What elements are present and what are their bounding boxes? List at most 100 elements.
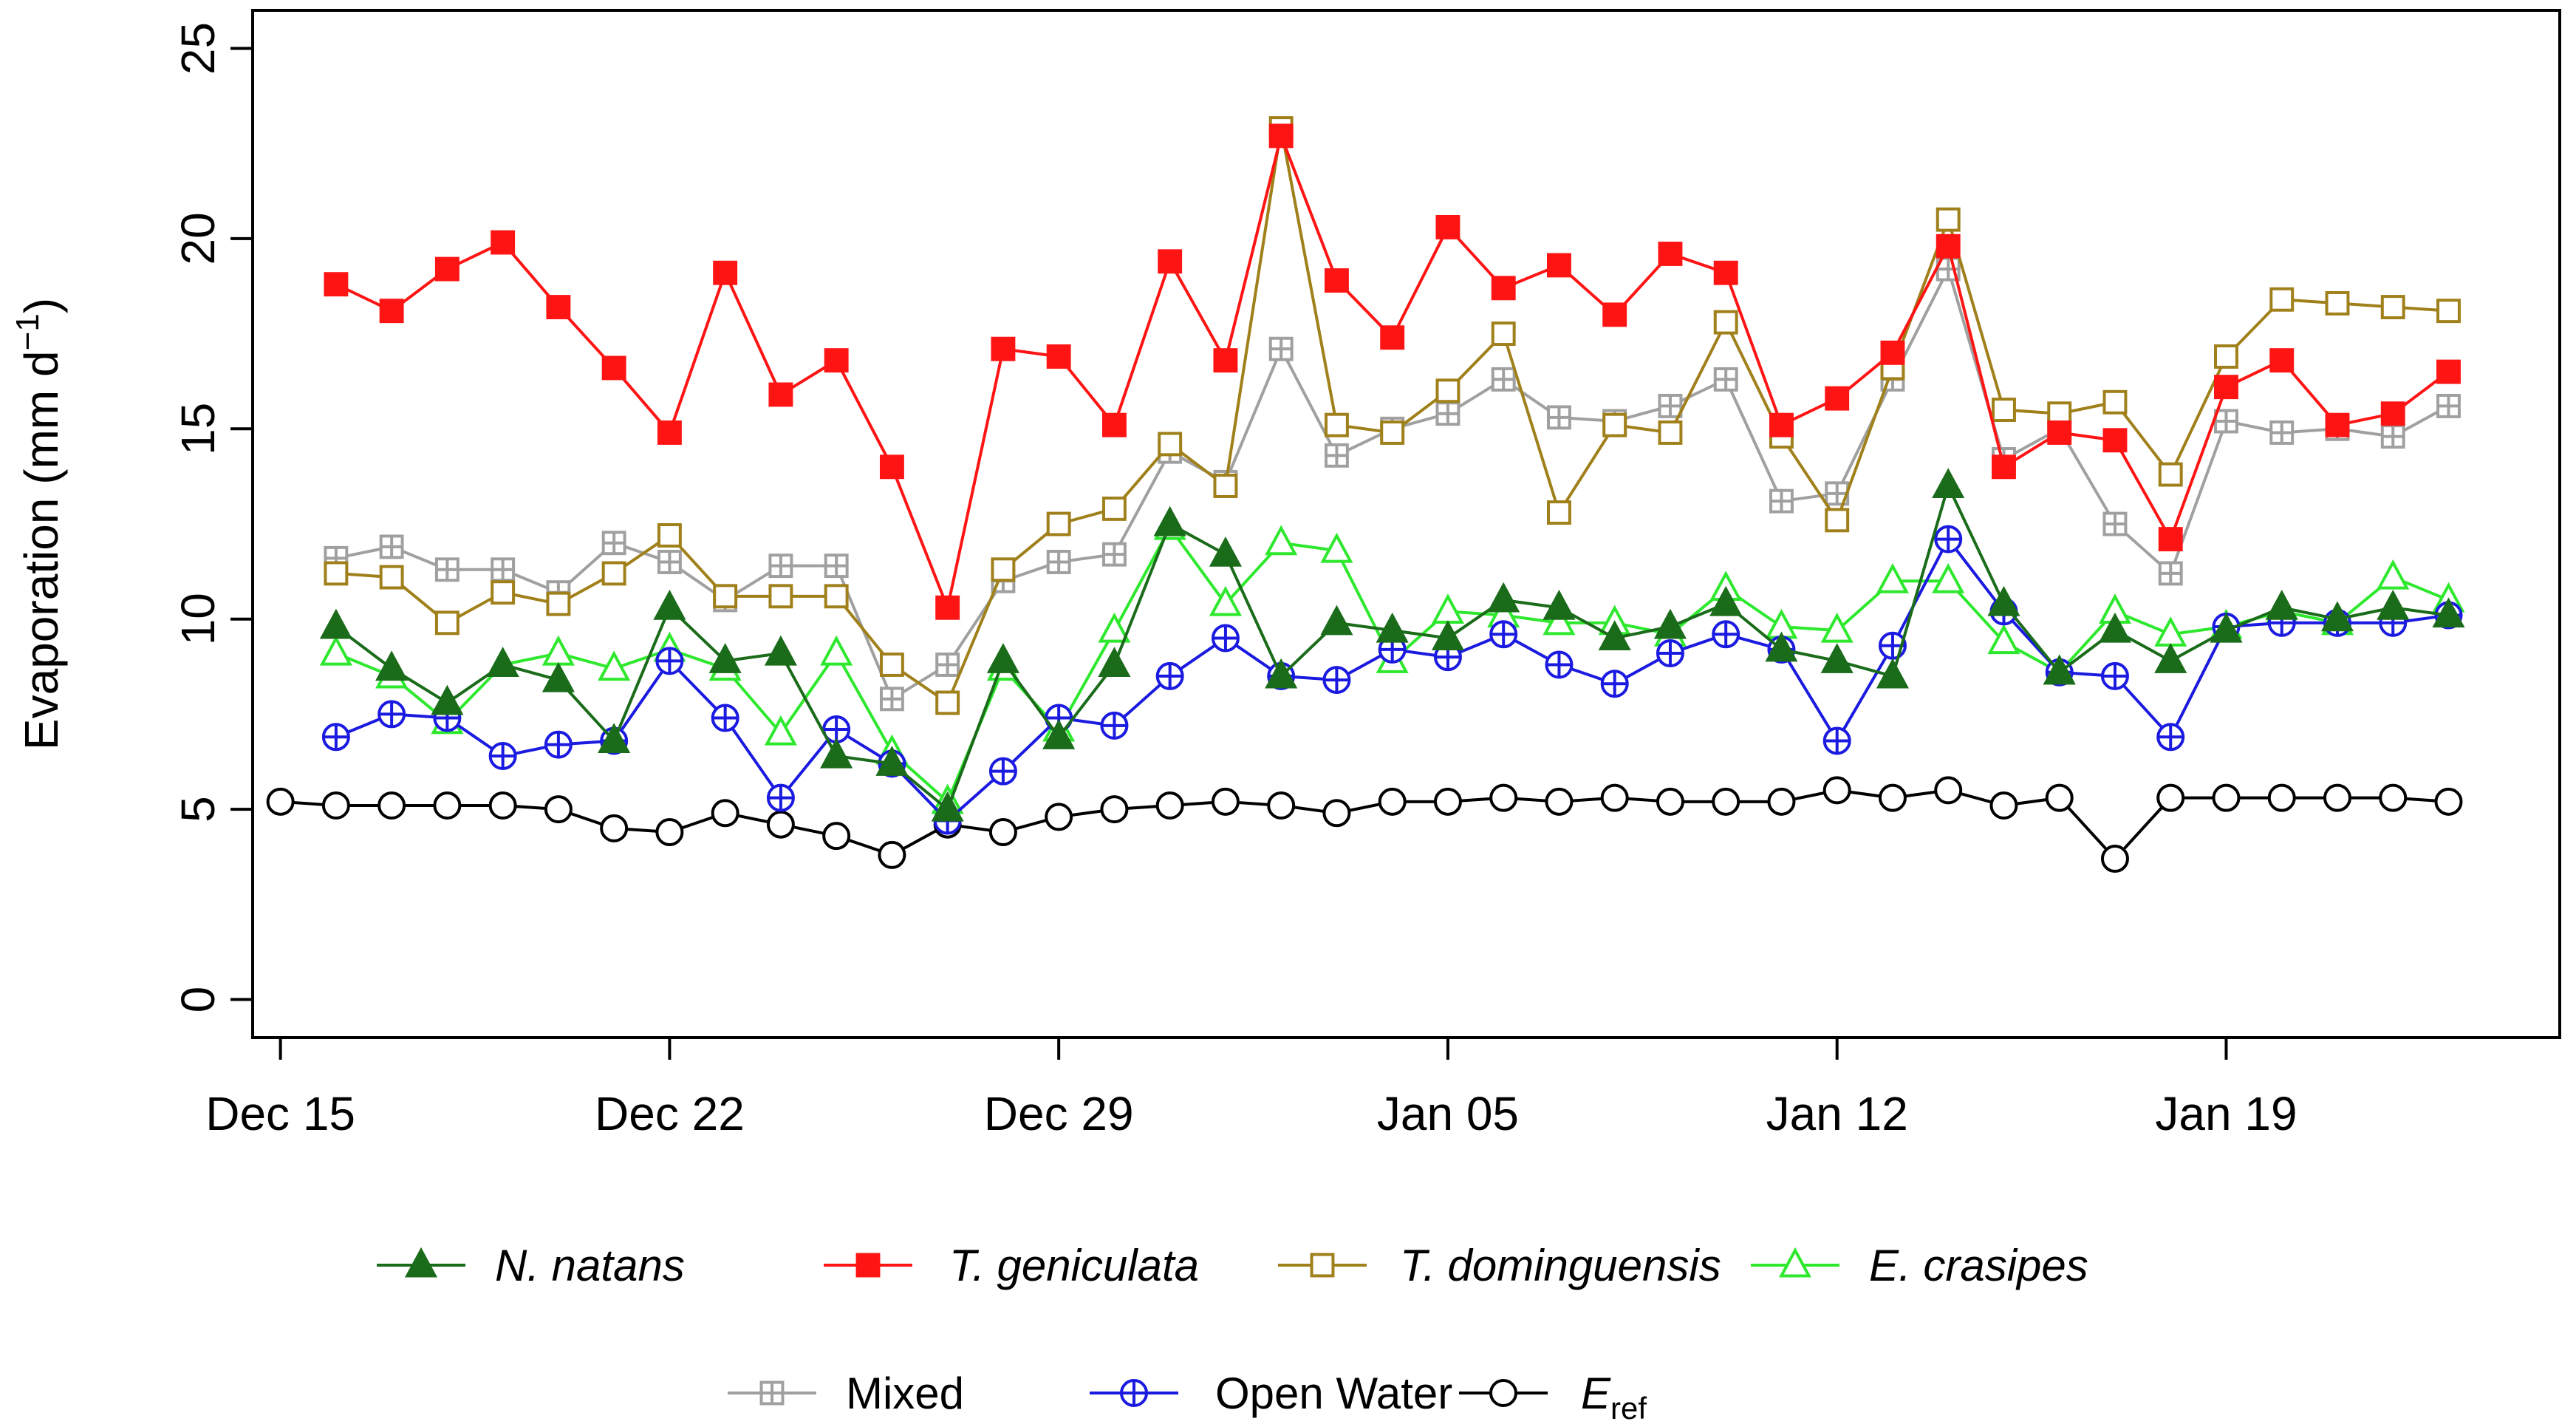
- marker-triangle-filled: [1376, 612, 1409, 643]
- legend-label: E. crasipes: [1869, 1241, 2088, 1290]
- marker-triangle-open: [1320, 532, 1353, 563]
- marker-circle-open: [321, 791, 350, 820]
- marker-triangle-filled: [1598, 620, 1631, 650]
- marker-circle-open: [1878, 783, 1907, 812]
- series-open-water: [321, 525, 2463, 835]
- marker-cross: [490, 743, 516, 769]
- marker-cross: [2215, 410, 2237, 432]
- marker-cross: [379, 701, 405, 727]
- marker-circle-open: [1545, 787, 1574, 816]
- legend-label-text: E: [1581, 1369, 1611, 1418]
- marker-cross: [380, 536, 403, 558]
- marker-square-open: [1046, 511, 1071, 537]
- marker-triangle-filled: [1487, 582, 1520, 613]
- marker-triangle-filled: [820, 738, 853, 769]
- marker-cross: [1324, 667, 1350, 693]
- marker-triangle-filled: [1709, 585, 1743, 616]
- marker-triangle-filled: [319, 608, 352, 639]
- y-tick-label: 15: [171, 403, 225, 455]
- marker-cross: [761, 1382, 783, 1404]
- marker-triangle-filled: [2377, 590, 2410, 620]
- marker-circle-open: [1100, 795, 1129, 824]
- legend-label: Mixed: [846, 1369, 964, 1418]
- marker-square-filled: [935, 595, 960, 620]
- marker-circle-open: [1378, 787, 1407, 816]
- marker-triangle-filled: [931, 791, 964, 822]
- x-tick-label: Jan 19: [2155, 1087, 2297, 1140]
- marker-cross: [1325, 444, 1347, 466]
- marker-square-open: [713, 584, 738, 609]
- marker-square-open: [1435, 378, 1460, 403]
- marker-cross: [1121, 1380, 1147, 1406]
- marker-triangle-open: [1542, 604, 1576, 636]
- x-tick-label: Dec 22: [595, 1087, 745, 1140]
- legend-item: Eref: [1459, 1369, 1647, 1426]
- marker-triangle-open: [541, 635, 575, 666]
- marker-circle-open: [544, 795, 573, 824]
- marker-cross: [1103, 543, 1125, 565]
- marker-triangle-open: [1987, 624, 2020, 655]
- marker-square-open: [2214, 344, 2238, 369]
- marker-triangle-open: [1209, 585, 1242, 616]
- marker-circle-open: [822, 822, 851, 851]
- marker-triangle-filled: [1431, 620, 1464, 650]
- marker-cross: [2104, 513, 2126, 535]
- marker-triangle-filled: [708, 643, 742, 673]
- marker-circle-open: [2379, 783, 2408, 812]
- marker-cross: [768, 785, 793, 811]
- y-axis-title-sup: −1: [10, 313, 46, 350]
- marker-triangle-filled: [1765, 631, 1798, 662]
- marker-square-filled: [713, 260, 738, 285]
- marker-square-open: [1310, 1253, 1335, 1278]
- series-n-natans: [319, 468, 2465, 822]
- marker-square-open: [2380, 295, 2405, 320]
- marker-circle-open: [1600, 783, 1629, 812]
- marker-cross: [1771, 490, 1792, 512]
- marker-triangle-filled: [598, 723, 631, 753]
- marker-square-filled: [2158, 527, 2183, 552]
- series-line: [335, 537, 2449, 823]
- series-line: [280, 789, 2449, 861]
- marker-cross: [712, 705, 738, 731]
- marker-cross: [323, 724, 349, 750]
- marker-square-open: [1658, 420, 1683, 445]
- marker-square-filled: [1713, 260, 1738, 285]
- marker-triangle-filled: [2154, 643, 2187, 673]
- marker-square-filled: [2102, 428, 2128, 453]
- marker-cross: [1492, 368, 1514, 390]
- marker-triangle-filled: [1265, 658, 1298, 689]
- marker-square-open: [768, 584, 793, 609]
- marker-square-filled: [324, 272, 349, 297]
- legend-item: N. natans: [377, 1241, 685, 1290]
- marker-circle-open: [1045, 803, 1073, 831]
- marker-triangle-filled: [1820, 643, 1854, 673]
- marker-cross: [2159, 562, 2182, 585]
- legend-item: T. dominguensis: [1278, 1241, 1721, 1290]
- marker-square-open: [991, 557, 1016, 582]
- marker-circle-open: [1267, 791, 1296, 820]
- marker-cross: [937, 654, 959, 675]
- plot-frame: [251, 9, 2561, 1039]
- marker-triangle-open: [319, 635, 352, 666]
- marker-triangle-open: [1820, 612, 1854, 643]
- marker-cross: [657, 648, 683, 674]
- marker-square-filled: [1101, 412, 1127, 437]
- marker-triangle-open: [2377, 559, 2410, 590]
- marker-cross: [492, 559, 514, 581]
- marker-cross: [1048, 551, 1070, 573]
- marker-cross: [1715, 368, 1737, 390]
- y-tick-label: 20: [171, 212, 225, 265]
- marker-cross: [1546, 652, 1572, 678]
- x-tick-label: Jan 05: [1377, 1087, 1519, 1140]
- marker-square-open: [324, 561, 349, 586]
- marker-circle-open: [600, 814, 629, 842]
- marker-circle-open: [1712, 787, 1740, 816]
- marker-square-filled: [601, 355, 626, 381]
- marker-square-open: [2436, 299, 2461, 324]
- marker-square-open: [1491, 321, 1516, 347]
- marker-square-filled: [1658, 242, 1683, 266]
- marker-triangle-filled: [986, 643, 1019, 673]
- legend-label-subscript: ref: [1610, 1391, 1647, 1426]
- marker-cross: [1157, 663, 1183, 689]
- marker-triangle-filled: [2320, 601, 2354, 632]
